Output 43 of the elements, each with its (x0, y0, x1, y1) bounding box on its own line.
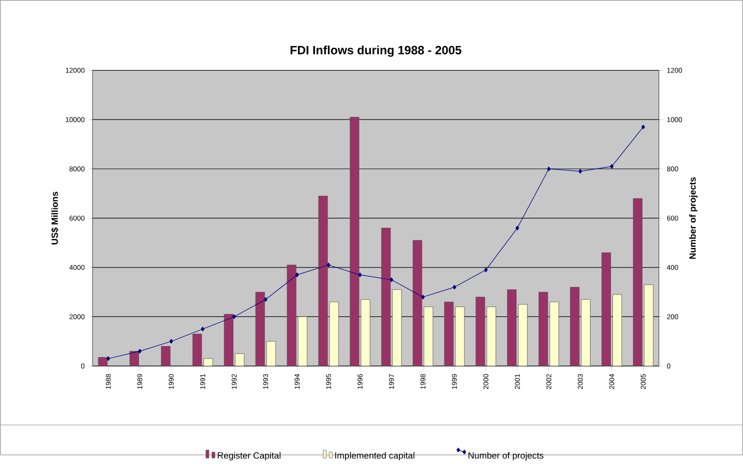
bar (612, 294, 622, 366)
point (547, 166, 551, 172)
bar (266, 341, 276, 366)
point (169, 339, 174, 344)
bar (255, 292, 265, 366)
bar (602, 252, 611, 366)
bar (224, 314, 234, 366)
point (452, 284, 456, 290)
legend-label: Register Capital (218, 452, 280, 460)
bar (550, 302, 560, 366)
point (578, 169, 582, 174)
bar (286, 264, 296, 366)
point (295, 272, 299, 278)
bar (644, 284, 654, 366)
y-axis-title: US$ Millions (51, 192, 58, 244)
bar (507, 289, 517, 366)
point (232, 314, 236, 320)
point (641, 124, 646, 130)
bar (192, 334, 202, 366)
bar (476, 296, 486, 366)
bar (161, 346, 170, 366)
point (264, 297, 268, 302)
point (326, 262, 330, 268)
bar (518, 304, 528, 366)
legend-label: Implemented capital (335, 452, 414, 460)
point (390, 277, 394, 282)
point (200, 326, 204, 332)
point (610, 164, 614, 169)
bar (570, 286, 580, 366)
bar (633, 198, 642, 366)
point (358, 272, 362, 278)
chart-title: FDI Inflows during 1988 - 2005 (290, 46, 462, 57)
point (484, 268, 488, 272)
bar (538, 292, 548, 366)
point (516, 226, 520, 230)
bar (486, 306, 496, 366)
point (421, 294, 425, 300)
y2-axis-title: Number of projects (689, 177, 698, 259)
legend-label: Number of projects (468, 452, 544, 460)
point (138, 348, 142, 354)
bar (455, 306, 465, 366)
point (106, 356, 110, 361)
bar (581, 299, 590, 366)
